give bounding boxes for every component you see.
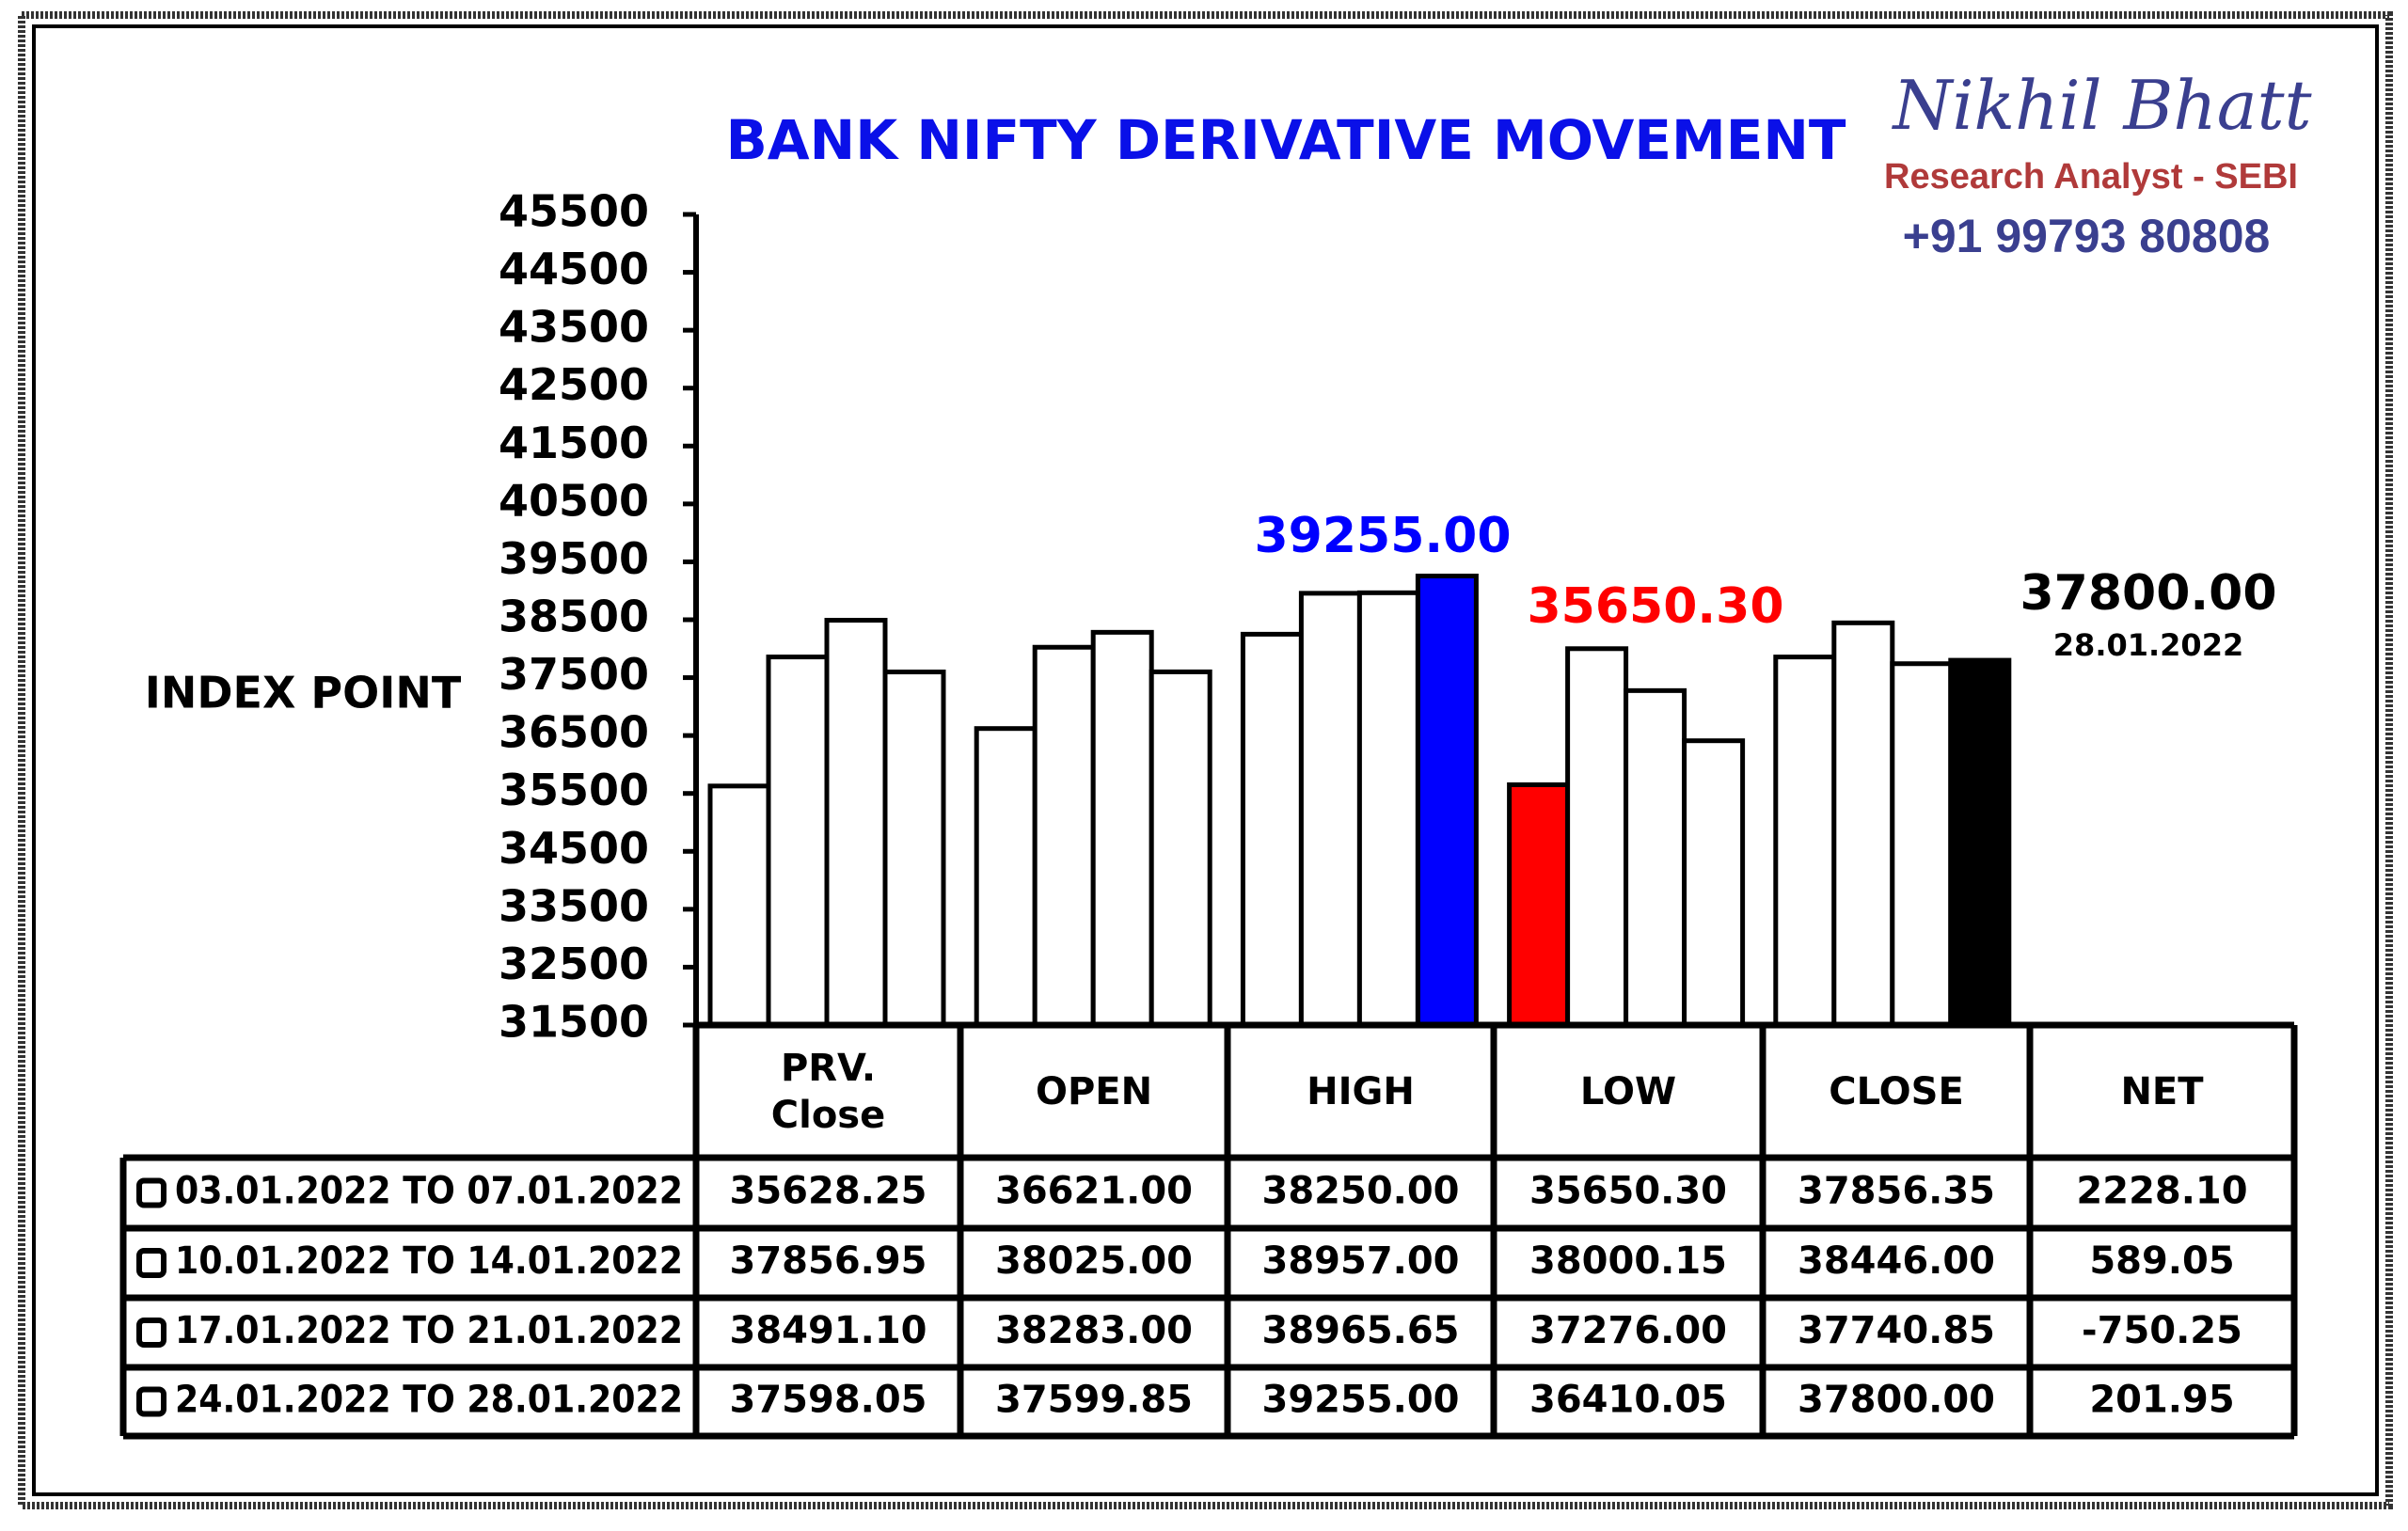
legend-icon — [136, 1177, 166, 1208]
legend-icon — [136, 1318, 166, 1348]
table-value: 37599.85 — [995, 1379, 1193, 1422]
bar — [1032, 644, 1096, 1028]
y-tick-label: 39500 — [499, 533, 649, 584]
table-value: 36621.00 — [995, 1170, 1193, 1213]
table-value: 38000.15 — [1529, 1239, 1727, 1283]
row-label: 03.01.2022 TO 07.01.2022 — [175, 1170, 683, 1213]
bar — [1507, 781, 1571, 1028]
table-value: 38491.10 — [729, 1309, 927, 1352]
column-header-text: HIGH — [1307, 1069, 1415, 1113]
bar — [1682, 738, 1746, 1028]
bar — [882, 670, 946, 1028]
bar — [1624, 687, 1687, 1028]
column-header: LOW — [1494, 1025, 1763, 1158]
bar — [1240, 631, 1304, 1028]
y-tick-label: 42500 — [499, 359, 649, 410]
y-axis-label: INDEX POINT — [145, 668, 462, 718]
bar — [1149, 669, 1212, 1028]
y-tick-label: 37500 — [499, 649, 649, 700]
bar — [707, 783, 771, 1028]
column-header-cell: CLOSE — [1763, 1025, 2030, 1158]
y-tick-label: 40500 — [499, 475, 649, 526]
y-tick-label: 43500 — [499, 302, 649, 353]
table-value: 38283.00 — [995, 1309, 1193, 1352]
table-value: 35650.30 — [1529, 1170, 1727, 1213]
y-tick-label: 36500 — [499, 707, 649, 758]
table-net: 589.05 — [2089, 1239, 2234, 1283]
table-value: 38957.00 — [1261, 1239, 1459, 1283]
annotation: 28.01.2022 — [2053, 627, 2243, 663]
annotation: 35650.30 — [1527, 578, 1783, 635]
y-tick-label: 38500 — [499, 592, 649, 642]
table-value: 39255.00 — [1261, 1379, 1459, 1422]
bar — [1831, 620, 1895, 1028]
bar — [1890, 661, 1954, 1028]
y-tick-label: 44500 — [499, 244, 649, 294]
annotation: 39255.00 — [1254, 508, 1511, 564]
annotation: 37800.00 — [2020, 565, 2276, 622]
bar — [974, 726, 1038, 1028]
column-header-text: OPEN — [1035, 1069, 1153, 1113]
column-header: HIGH — [1228, 1025, 1494, 1158]
table-value: 38446.00 — [1798, 1239, 1995, 1283]
column-header: CLOSE — [1763, 1025, 2030, 1158]
column-header-cell: PRV. Close — [696, 1025, 960, 1158]
column-header-cell: OPEN — [960, 1025, 1228, 1158]
row-label: 10.01.2022 TO 14.01.2022 — [175, 1239, 683, 1283]
brand-role: Research Analyst - SEBI — [1884, 157, 2298, 197]
column-header-text: LOW — [1579, 1069, 1677, 1113]
column-header-cell: NET — [2030, 1025, 2294, 1158]
column-header-text: CLOSE — [1829, 1069, 1964, 1113]
table-value: 37856.95 — [729, 1239, 927, 1283]
table-net: 201.95 — [2089, 1379, 2234, 1422]
bar — [1948, 657, 2012, 1028]
bar — [1090, 629, 1154, 1028]
table-net: 2228.10 — [2076, 1170, 2247, 1213]
inner-border — [32, 24, 2379, 1496]
bar — [1356, 590, 1420, 1028]
y-tick-label: 34500 — [499, 823, 649, 874]
table-value: 38025.00 — [995, 1239, 1193, 1283]
y-tick-label: 33500 — [499, 880, 649, 931]
bar — [1565, 646, 1629, 1028]
y-tick-label: 41500 — [499, 418, 649, 468]
table-value: 37800.00 — [1798, 1379, 1995, 1422]
bar — [824, 618, 888, 1028]
column-header: NET — [2030, 1025, 2294, 1158]
row-label: 24.01.2022 TO 28.01.2022 — [175, 1379, 683, 1422]
brand-phone: +91 99793 80808 — [1903, 210, 2271, 262]
row-label: 17.01.2022 TO 21.01.2022 — [175, 1309, 683, 1352]
table-net: -750.25 — [2082, 1309, 2242, 1352]
y-tick-label: 45500 — [499, 186, 649, 237]
table-value: 37740.85 — [1798, 1309, 1995, 1352]
bar — [1773, 655, 1837, 1028]
table-value: 35628.25 — [729, 1170, 927, 1213]
column-header-cell: HIGH — [1228, 1025, 1494, 1158]
chart-title: BANK NIFTY DERIVATIVE MOVEMENT — [726, 108, 1846, 172]
bar — [1415, 574, 1479, 1028]
column-header-cell: LOW — [1494, 1025, 1763, 1158]
column-header: OPEN — [960, 1025, 1228, 1158]
table-value: 37276.00 — [1529, 1309, 1727, 1352]
legend-icon — [136, 1386, 166, 1417]
table-value: 38250.00 — [1261, 1170, 1459, 1213]
bar — [1298, 591, 1362, 1028]
table-value: 37598.05 — [729, 1379, 927, 1422]
y-tick-label: 31500 — [499, 997, 649, 1048]
column-header: PRV. Close — [696, 1025, 960, 1158]
y-tick-label: 35500 — [499, 765, 649, 815]
bar — [766, 655, 830, 1028]
brand-name: Nikhil Bhatt — [1891, 66, 2312, 145]
y-tick-label: 32500 — [499, 939, 649, 989]
column-header-text: NET — [2120, 1069, 2204, 1113]
column-header-text: PRV. Close — [770, 1046, 886, 1137]
table-value: 37856.35 — [1798, 1170, 1995, 1213]
outer-border — [18, 11, 2393, 1509]
table-value: 38965.65 — [1261, 1309, 1459, 1352]
legend-icon — [136, 1248, 166, 1278]
table-value: 36410.05 — [1529, 1379, 1727, 1422]
